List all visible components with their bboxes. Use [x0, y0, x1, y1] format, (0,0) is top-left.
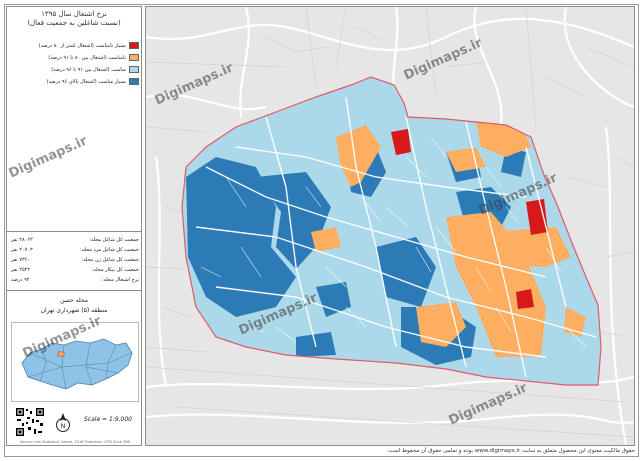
stat-row: جمعیت کل بیکار محله: ۲۵۴۲ نفر	[11, 267, 139, 273]
choropleth-map	[146, 7, 634, 445]
map-view[interactable]: Digimaps.ir Digimaps.ir Digimaps.ir Digi…	[145, 6, 635, 446]
copyright-footer: حقوق مالکیت معنوی این محصول متعلق به سای…	[386, 448, 635, 454]
legend-title: نرخ اشتغال سال ۱۳۹۵ (نسبت شاغلین به جمعی…	[27, 10, 121, 27]
stat-row: جمعیت کل شاغل مرد محله: ۲۰۷۰۳ نفر	[11, 247, 139, 253]
location-line2: منطقه (۵) شهرداری تهران	[40, 307, 108, 314]
map-frame	[4, 4, 639, 457]
north-arrow-icon: N	[56, 413, 70, 432]
legend-panel: نرخ اشتغال سال ۱۳۹۵ (نسبت شاغلین به جمعی…	[6, 6, 142, 446]
svg-text:N: N	[61, 423, 66, 430]
divider	[7, 290, 141, 291]
stat-row: جمعیت کل شاغل محله: ۲۸۰۶۳ نفر	[11, 237, 139, 243]
qr-code-icon	[15, 407, 45, 437]
divider	[7, 231, 141, 232]
legend-swatch	[129, 42, 139, 49]
legend-swatch	[129, 54, 139, 61]
legend-item-good: مناسب (اشتغال بین ۹۱ تا ۹۶ درصد)	[11, 65, 139, 74]
neighborhood-boundary	[181, 76, 602, 386]
tehran-locator-map	[11, 322, 139, 402]
source-credit: Source: Iran Statistical Centre, 2016 Pr…	[19, 440, 131, 444]
legend-item-poor: نامناسب (اشتغال بین ۸۰ تا ۹۱ درصد)	[11, 53, 139, 62]
legend-swatch	[129, 78, 139, 85]
legend-item-very-poor: بسیار نامناسب (اشتغال کمتر از ۸۰ درصد)	[11, 41, 139, 50]
stat-row: نرخ اشتغال محله: ۹۲ درصد	[11, 277, 139, 283]
location-line1: محله حسن	[60, 297, 88, 304]
scale-text: Scale = 1:9,000	[84, 416, 132, 423]
stat-row: جمعیت کل شاغل زن محله: ۷۳۶۰ نفر	[11, 257, 139, 263]
legend-item-very-good: بسیار مناسب (اشتغال بالای ۹۶ درصد)	[11, 77, 139, 86]
legend-swatch	[129, 66, 139, 73]
